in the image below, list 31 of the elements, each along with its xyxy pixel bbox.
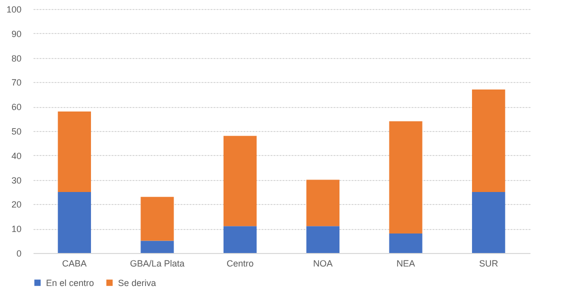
y-tick-label: 50	[11, 126, 22, 136]
bar	[389, 233, 422, 253]
x-tick-label: NOA	[313, 258, 333, 268]
y-tick-label: 10	[11, 224, 22, 234]
bar	[389, 121, 422, 234]
legend-label: En el centro	[46, 278, 94, 288]
x-tick-label: CABA	[62, 258, 87, 268]
y-tick-label: 30	[11, 175, 22, 186]
y-tick-label: 80	[11, 53, 22, 64]
y-tick-label: 90	[11, 28, 22, 39]
bar	[472, 90, 506, 192]
bar	[58, 192, 91, 253]
bar	[306, 226, 340, 253]
y-tick-label: 40	[11, 150, 22, 161]
y-tick-label: 20	[11, 200, 22, 210]
y-tick-label: 0	[16, 248, 22, 258]
bar	[472, 192, 506, 253]
x-tick-label: GBA/La Plata	[130, 258, 185, 268]
x-tick-label: Centro	[226, 258, 254, 268]
bar	[224, 226, 257, 253]
bar	[58, 111, 91, 192]
bar	[140, 240, 174, 253]
bar	[140, 196, 174, 241]
bar	[224, 136, 257, 226]
legend-label: Se deriva	[118, 278, 156, 288]
bar	[306, 180, 340, 226]
y-tick-label: 100	[6, 4, 22, 14]
y-tick-label: 70	[11, 78, 22, 88]
x-tick-label: SUR	[479, 258, 499, 268]
y-tick-label: 60	[11, 102, 22, 112]
x-tick-label: NEA	[396, 258, 416, 268]
